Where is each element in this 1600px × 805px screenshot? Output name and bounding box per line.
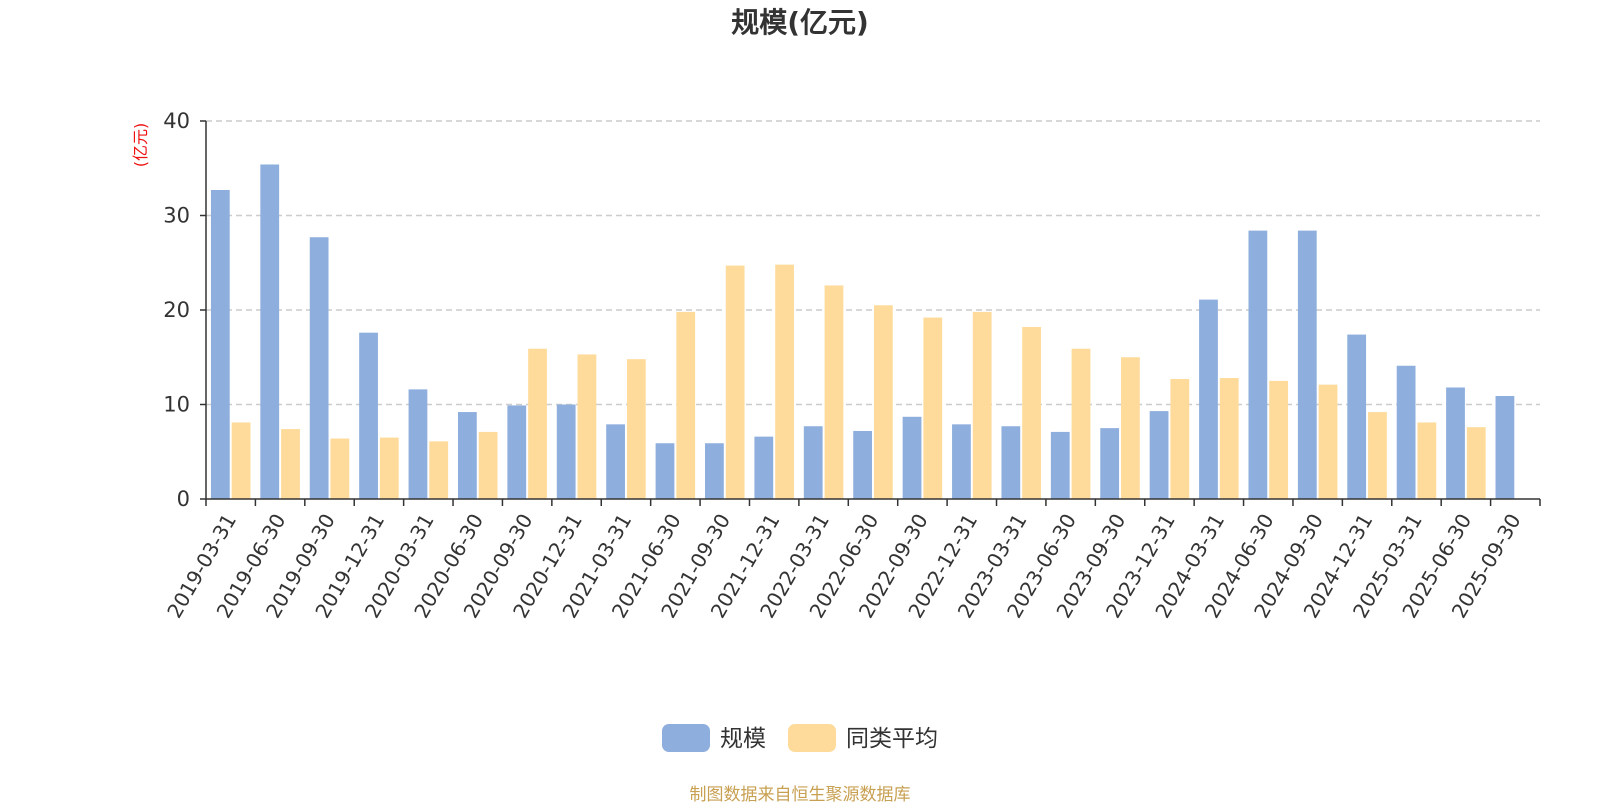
bar-series1[interactable] [803, 426, 823, 499]
bar-series2[interactable] [824, 285, 844, 499]
bar-series2[interactable] [923, 317, 943, 499]
bar-series1[interactable] [1297, 230, 1317, 499]
bar-series1[interactable] [952, 424, 971, 499]
data-source-note: 制图数据来自恒生聚源数据库 [689, 785, 911, 805]
bar-series1[interactable] [1100, 428, 1120, 499]
bar-series1[interactable] [853, 430, 873, 499]
bar-series2[interactable] [281, 429, 300, 499]
bar-series2[interactable] [1219, 378, 1239, 499]
bar-series2[interactable] [626, 359, 646, 499]
legend-swatch[interactable] [788, 724, 836, 752]
bar-series2[interactable] [231, 422, 251, 499]
y-tick-label: 30 [163, 204, 190, 228]
bar-series1[interactable] [705, 443, 724, 499]
bar-series2[interactable] [1022, 327, 1041, 499]
bar-series1[interactable] [359, 332, 378, 499]
bar-series2[interactable] [1269, 380, 1289, 499]
bar-series2[interactable] [775, 264, 794, 499]
bar-series2[interactable] [429, 441, 449, 499]
bar-series1[interactable] [1001, 426, 1021, 499]
bar-series1[interactable] [1495, 395, 1515, 499]
bar-series2[interactable] [725, 265, 745, 499]
bar-series1[interactable] [1446, 387, 1465, 499]
bar-series1[interactable] [1050, 431, 1070, 499]
bar-series1[interactable] [309, 237, 329, 500]
bar-series2[interactable] [1466, 427, 1486, 499]
bar-series1[interactable] [1149, 411, 1169, 499]
bar-series2[interactable] [972, 311, 992, 499]
bar-series1[interactable] [210, 189, 230, 500]
bar-series2[interactable] [1417, 422, 1437, 499]
bar-series2[interactable] [1121, 357, 1140, 499]
y-tick-label: 0 [177, 487, 190, 511]
bar-series1[interactable] [260, 164, 280, 499]
bar-series2[interactable] [1318, 384, 1338, 499]
legend[interactable]: 规模 同类平均 [662, 724, 938, 752]
bar-series1[interactable] [655, 443, 675, 499]
legend-swatch[interactable] [662, 724, 710, 752]
bar-series1[interactable] [507, 405, 527, 499]
bar-series2[interactable] [528, 348, 547, 499]
bar-series2[interactable] [676, 311, 696, 499]
y-axis-unit-label: (亿元) [131, 123, 150, 168]
bar-series1[interactable] [556, 404, 576, 500]
gridlines [206, 120, 1540, 406]
bar-series1[interactable] [1199, 299, 1218, 499]
bar-series1[interactable] [902, 416, 922, 499]
bars [210, 164, 1515, 500]
bar-series2[interactable] [1170, 378, 1190, 499]
bar-series2[interactable] [1368, 412, 1387, 499]
legend-label[interactable]: 规模 [720, 726, 766, 752]
bar-series1[interactable] [1248, 230, 1268, 499]
y-tick-label: 40 [163, 109, 190, 133]
bar-series2[interactable] [379, 437, 399, 499]
bar-series2[interactable] [577, 354, 597, 499]
bar-series2[interactable] [330, 438, 350, 499]
bar-series2[interactable] [1071, 348, 1091, 499]
bar-series1[interactable] [754, 436, 774, 499]
bar-series2[interactable] [478, 431, 498, 499]
chart-title: 规模(亿元) [731, 6, 869, 39]
bar-series1[interactable] [606, 424, 625, 499]
bar-series1[interactable] [1396, 365, 1416, 499]
y-tick-label: 20 [163, 298, 190, 322]
bar-series1[interactable] [457, 412, 477, 499]
bar-series1[interactable] [408, 389, 428, 499]
y-tick-label: 10 [163, 393, 190, 417]
bar-series1[interactable] [1347, 334, 1367, 499]
bar-series2[interactable] [873, 305, 893, 499]
legend-label[interactable]: 同类平均 [846, 726, 938, 752]
